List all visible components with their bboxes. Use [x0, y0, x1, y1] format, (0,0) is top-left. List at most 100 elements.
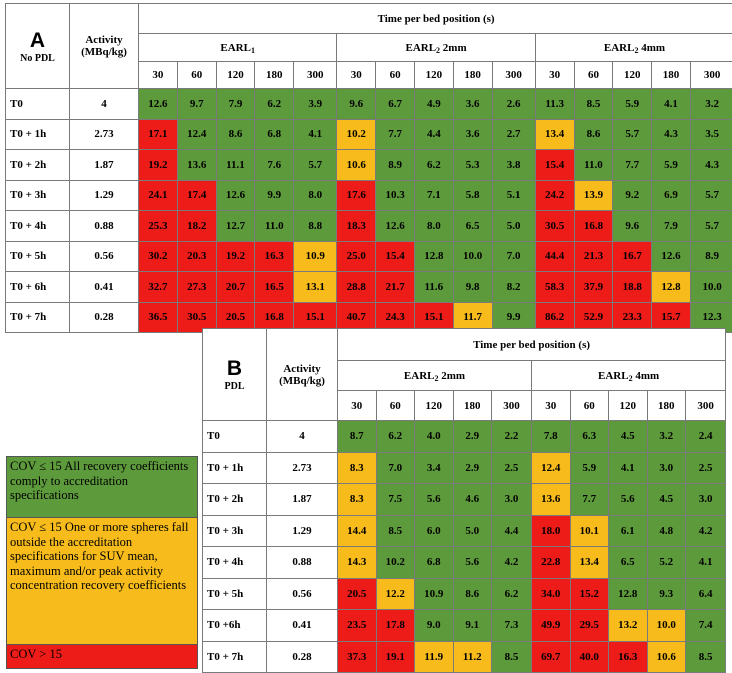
cov-cell: 4.4 [492, 515, 532, 547]
cov-cell: 6.5 [609, 547, 648, 579]
cov-cell: 13.2 [609, 610, 648, 642]
cov-cell: 10.9 [294, 241, 337, 272]
cov-cell: 3.2 [647, 421, 686, 453]
cov-cell: 8.9 [690, 241, 732, 272]
cov-cell: 15.4 [376, 241, 415, 272]
time-column-header: 120 [414, 62, 453, 89]
row-time-label: T0 + 6h [6, 272, 70, 303]
cov-cell: 6.2 [376, 421, 415, 453]
cov-cell: 7.6 [255, 150, 294, 181]
cov-cell: 20.3 [177, 241, 216, 272]
cov-cell: 20.7 [216, 272, 255, 303]
cov-cell: 7.7 [613, 150, 652, 181]
cov-cell: 4.6 [453, 484, 492, 516]
cov-cell: 2.4 [686, 421, 726, 453]
cov-cell: 37.9 [574, 272, 613, 303]
table-b-activity-header: Activity (MBq/kg) [267, 329, 338, 421]
time-column-header: 60 [177, 62, 216, 89]
cov-cell: 8.6 [453, 578, 492, 610]
cov-cell: 20.5 [338, 578, 377, 610]
cov-cell: 8.0 [414, 211, 453, 242]
legend-red: COV > 15 [7, 644, 197, 668]
cov-cell: 24.1 [139, 180, 178, 211]
group-header: EARL2 2mm [337, 34, 535, 62]
cov-cell: 4.1 [686, 547, 726, 579]
group-suffix: 2mm [440, 42, 467, 54]
time-column-header: 120 [415, 391, 454, 421]
cov-cell: 9.8 [453, 272, 492, 303]
activity-label: Activity [70, 34, 138, 46]
row-time-label: T0 +6h [203, 610, 267, 642]
cov-cell: 8.5 [492, 641, 532, 673]
cov-cell: 9.3 [647, 578, 686, 610]
activity-unit: (MBq/kg) [70, 46, 138, 58]
cov-cell: 13.4 [535, 119, 574, 150]
group-name: EARL [604, 42, 635, 54]
cov-cell: 8.5 [686, 641, 726, 673]
cov-cell: 17.4 [177, 180, 216, 211]
group-suffix: 4mm [633, 370, 660, 382]
cov-cell: 3.5 [690, 119, 732, 150]
row-activity: 0.41 [70, 272, 139, 303]
cov-cell: 10.2 [376, 547, 415, 579]
cov-cell: 10.9 [415, 578, 454, 610]
cov-cell: 7.9 [652, 211, 691, 242]
cov-cell: 4.3 [652, 119, 691, 150]
cov-cell: 3.8 [492, 150, 535, 181]
row-activity: 0.28 [267, 641, 338, 673]
time-column-header: 60 [376, 62, 415, 89]
cov-cell: 4.8 [647, 515, 686, 547]
table-b-pdl: B PDL Activity (MBq/kg) Time per bed pos… [202, 328, 726, 673]
time-column-header: 180 [647, 391, 686, 421]
cov-cell: 2.9 [453, 452, 492, 484]
row-time-label: T0 + 4h [6, 211, 70, 242]
table-b-corner: B PDL [203, 329, 267, 421]
cov-cell: 12.6 [216, 180, 255, 211]
activity-label: Activity [267, 363, 337, 375]
cov-cell: 8.3 [338, 484, 377, 516]
cov-cell: 4.1 [652, 89, 691, 120]
color-legend: COV ≤ 15 All recovery coefficients compl… [6, 456, 198, 669]
cov-cell: 10.6 [647, 641, 686, 673]
cov-cell: 8.6 [574, 119, 613, 150]
cov-cell: 11.0 [255, 211, 294, 242]
cov-cell: 4.2 [492, 547, 532, 579]
cov-cell: 21.7 [376, 272, 415, 303]
cov-cell: 17.8 [376, 610, 415, 642]
cov-cell: 11.2 [453, 641, 492, 673]
row-time-label: T0 + 3h [6, 180, 70, 211]
cov-cell: 16.7 [613, 241, 652, 272]
table-a-corner: A No PDL [6, 4, 70, 89]
cov-cell: 5.1 [492, 180, 535, 211]
group-name: EARL [220, 42, 251, 54]
cov-cell: 15.4 [535, 150, 574, 181]
cov-cell: 3.2 [690, 89, 732, 120]
cov-cell: 12.6 [139, 89, 178, 120]
table-a-letter: A [6, 29, 69, 53]
row-time-label: T0 + 2h [6, 150, 70, 181]
cov-cell: 7.8 [532, 421, 571, 453]
row-time-label: T0 + 5h [203, 578, 267, 610]
cov-cell: 9.1 [453, 610, 492, 642]
cov-cell: 19.1 [376, 641, 415, 673]
row-time-label: T0 + 7h [203, 641, 267, 673]
time-column-header: 300 [294, 62, 337, 89]
cov-cell: 12.8 [414, 241, 453, 272]
time-column-header: 30 [532, 391, 571, 421]
cov-cell: 7.5 [376, 484, 415, 516]
cov-cell: 21.3 [574, 241, 613, 272]
group-suffix: 4mm [638, 42, 665, 54]
time-column-header: 30 [337, 62, 376, 89]
cov-cell: 6.0 [415, 515, 454, 547]
cov-cell: 2.9 [453, 421, 492, 453]
cov-cell: 16.3 [609, 641, 648, 673]
cov-cell: 4.3 [690, 150, 732, 181]
cov-cell: 6.8 [415, 547, 454, 579]
cov-cell: 11.9 [415, 641, 454, 673]
cov-cell: 28.8 [337, 272, 376, 303]
